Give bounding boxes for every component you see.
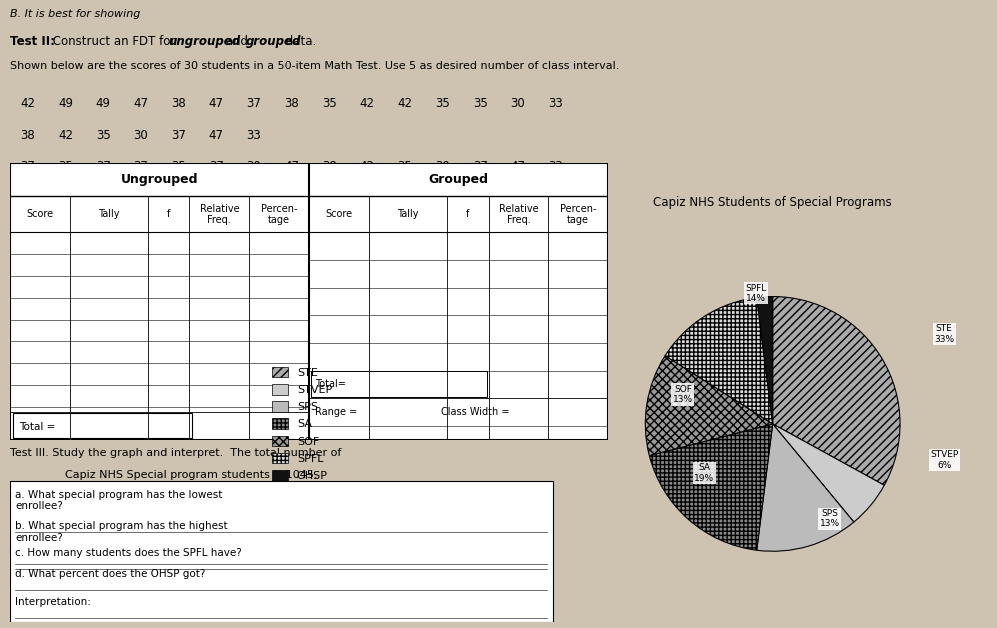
Text: 42: 42 — [397, 97, 413, 111]
Text: Score: Score — [26, 209, 54, 219]
Text: SA
19%: SA 19% — [694, 463, 714, 482]
Text: f: f — [466, 209, 470, 219]
Text: 35: 35 — [435, 97, 450, 111]
Text: b. What special program has the highest
enrollee?: b. What special program has the highest … — [15, 521, 228, 543]
Text: Score: Score — [325, 209, 353, 219]
Text: Construct an FDT for: Construct an FDT for — [49, 35, 179, 48]
Text: Percen-
tage: Percen- tage — [560, 203, 596, 225]
Text: and: and — [222, 35, 252, 48]
Text: c. How many students does the SPFL have?: c. How many students does the SPFL have? — [15, 548, 242, 558]
Text: 35: 35 — [398, 160, 412, 173]
Text: B. It is best for showing: B. It is best for showing — [10, 9, 141, 19]
Text: 49: 49 — [58, 97, 73, 111]
Text: 33: 33 — [548, 160, 563, 173]
Text: 37: 37 — [246, 97, 261, 111]
Wedge shape — [757, 296, 773, 424]
Text: 47: 47 — [134, 97, 149, 111]
Legend: STE, STVEP, SPS, SA, SOF, SPFL, OHSP: STE, STVEP, SPS, SA, SOF, SPFL, OHSP — [268, 362, 337, 485]
Text: Ungrouped: Ungrouped — [121, 173, 198, 187]
Wedge shape — [757, 424, 853, 551]
Text: 35: 35 — [473, 97, 488, 111]
Text: 47: 47 — [208, 129, 224, 142]
Text: f: f — [166, 209, 170, 219]
Text: Relative
Freq.: Relative Freq. — [498, 203, 538, 225]
Text: data.: data. — [282, 35, 316, 48]
Text: 33: 33 — [548, 97, 563, 111]
Text: 37: 37 — [21, 160, 35, 173]
Title: Capiz NHS Students of Special Programs: Capiz NHS Students of Special Programs — [653, 196, 892, 209]
Text: SPFL
14%: SPFL 14% — [746, 284, 767, 303]
Text: 38: 38 — [171, 97, 186, 111]
Text: Range =: Range = — [315, 407, 357, 417]
Text: 37: 37 — [96, 160, 111, 173]
Text: 47: 47 — [510, 160, 525, 173]
Text: 37: 37 — [473, 160, 488, 173]
Text: 37: 37 — [134, 160, 149, 173]
Text: 33: 33 — [246, 129, 261, 142]
Text: Interpretation:: Interpretation: — [15, 597, 92, 607]
Text: STE
33%: STE 33% — [934, 325, 954, 344]
Wedge shape — [773, 424, 884, 522]
Wedge shape — [773, 296, 900, 485]
Bar — [311, 371, 487, 398]
Text: Test III. Study the graph and interpret.  The total number of: Test III. Study the graph and interpret.… — [10, 448, 341, 458]
Text: 30: 30 — [435, 160, 450, 173]
Text: Relative
Freq.: Relative Freq. — [199, 203, 239, 225]
Text: Capiz NHS Special program students is 1045.: Capiz NHS Special program students is 10… — [65, 470, 317, 480]
Text: ungrouped: ungrouped — [168, 35, 240, 48]
Text: 49: 49 — [96, 97, 111, 111]
Text: 35: 35 — [322, 97, 337, 111]
Text: d. What percent does the OHSP got?: d. What percent does the OHSP got? — [15, 569, 205, 579]
Text: a. What special program has the lowest
enrollee?: a. What special program has the lowest e… — [15, 490, 222, 511]
Text: 47: 47 — [208, 97, 224, 111]
Text: 35: 35 — [171, 160, 186, 173]
Text: 42: 42 — [360, 97, 375, 111]
Text: SPS
13%: SPS 13% — [820, 509, 839, 528]
Text: Grouped: Grouped — [429, 173, 489, 187]
Text: 37: 37 — [209, 160, 223, 173]
Text: Shown below are the scores of 30 students in a 50-item Math Test. Use 5 as desir: Shown below are the scores of 30 student… — [10, 62, 619, 71]
Bar — [13, 413, 192, 438]
Text: 38: 38 — [322, 160, 337, 173]
Wedge shape — [665, 298, 773, 424]
Text: Class Width =: Class Width = — [441, 407, 509, 417]
Text: 30: 30 — [134, 129, 149, 142]
Text: Total=: Total= — [315, 379, 346, 389]
FancyBboxPatch shape — [10, 481, 552, 622]
Wedge shape — [649, 424, 773, 550]
Text: 42: 42 — [20, 97, 36, 111]
Text: SOF
13%: SOF 13% — [673, 385, 693, 404]
Text: Tally: Tally — [98, 209, 120, 219]
Text: 30: 30 — [246, 160, 261, 173]
Text: 37: 37 — [171, 129, 186, 142]
Text: 47: 47 — [284, 160, 299, 173]
Text: Test II:: Test II: — [10, 35, 55, 48]
Text: 38: 38 — [21, 129, 35, 142]
Text: Tally: Tally — [397, 209, 419, 219]
Text: Total =: Total = — [19, 421, 55, 431]
Text: Percen-
tage: Percen- tage — [261, 203, 297, 225]
Text: 38: 38 — [284, 97, 299, 111]
Text: 35: 35 — [96, 129, 111, 142]
Text: 42: 42 — [360, 160, 375, 173]
Text: 42: 42 — [58, 129, 73, 142]
Text: 35: 35 — [58, 160, 73, 173]
Wedge shape — [645, 355, 773, 455]
Text: 30: 30 — [510, 97, 525, 111]
Text: grouped: grouped — [246, 35, 302, 48]
Text: STVEP
6%: STVEP 6% — [930, 450, 958, 470]
